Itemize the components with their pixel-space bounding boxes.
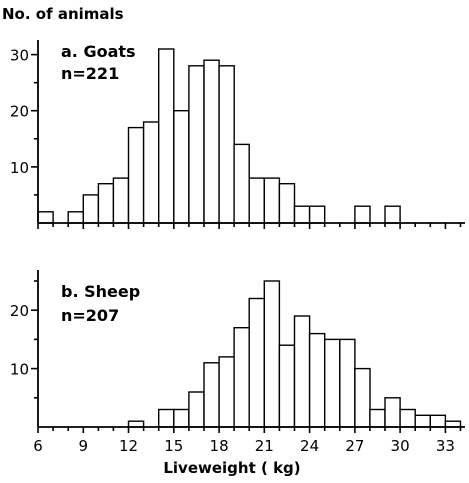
goats-y-ticks: 10 20 30 (10, 47, 38, 196)
goats-histogram-panel: a. Goats n=221 10 20 30 (10, 40, 465, 229)
goats-y-tick-label: 10 (10, 159, 29, 177)
sheep-bar (233, 327, 250, 428)
goats-bar (173, 109, 190, 224)
sheep-bar (414, 414, 432, 428)
sheep-x-tick-label: 6 (33, 437, 43, 455)
sheep-x-tick-label: 24 (300, 437, 319, 455)
goats-y-tick-label: 20 (10, 103, 29, 121)
goats-bar (308, 205, 326, 224)
sheep-x-tick-label: 27 (345, 437, 364, 455)
goats-bar (67, 211, 84, 224)
goats-bar (112, 177, 130, 224)
goats-bar (384, 205, 401, 224)
sheep-x-tick-label: 9 (79, 437, 89, 455)
goats-bar (37, 211, 54, 224)
sheep-panel-label: b. Sheep (61, 282, 140, 301)
goats-bar (142, 121, 160, 224)
goats-bar (248, 177, 265, 224)
sheep-sample-size-label: n=207 (61, 306, 119, 325)
sheep-x-tick-label: 12 (119, 437, 138, 455)
sheep-bar (399, 408, 416, 428)
goats-panel-label: a. Goats (61, 42, 136, 61)
sheep-x-tick-label: 15 (164, 437, 183, 455)
goats-bar (233, 143, 250, 224)
sheep-bar (324, 338, 341, 428)
sheep-x-tick-labels: 6 9 12 15 18 21 24 27 30 33 (33, 437, 455, 455)
goats-bar (127, 126, 145, 224)
sheep-bar (248, 297, 265, 428)
sheep-bar (354, 367, 371, 428)
goats-bar (263, 177, 281, 224)
goats-x-ticks (37, 223, 462, 229)
sheep-histogram-panel: b. Sheep n=207 10 20 6 9 12 15 18 21 24 27 30 33 (10, 270, 465, 455)
sheep-bar (293, 315, 311, 428)
sheep-x-tick-label: 18 (210, 437, 229, 455)
sheep-bar (218, 356, 235, 428)
goats-bar (278, 182, 296, 224)
sheep-bar (369, 408, 386, 428)
goats-y-tick-label: 30 (10, 47, 29, 65)
goats-bar (218, 65, 235, 224)
sheep-bars (127, 280, 462, 428)
goats-bar (293, 205, 311, 224)
sheep-bar (203, 362, 220, 428)
sheep-x-tick-label: 21 (255, 437, 274, 455)
sheep-bar (308, 332, 326, 428)
sheep-x-tick-label: 33 (436, 437, 455, 455)
sheep-y-tick-label: 10 (10, 361, 29, 379)
sheep-bar (384, 397, 401, 428)
goats-bars (37, 48, 401, 224)
sheep-y-ticks: 10 20 (10, 280, 38, 399)
sheep-bar (278, 344, 296, 428)
sheep-y-tick-label: 20 (10, 302, 29, 320)
sheep-bar (157, 408, 175, 428)
goats-bar (188, 65, 205, 224)
sheep-bar (429, 414, 447, 428)
sheep-bar (263, 280, 281, 428)
sheep-bar (188, 391, 205, 428)
y-axis-title: No. of animals (2, 5, 124, 23)
goats-bar (354, 205, 371, 224)
goats-bar (157, 48, 175, 224)
sheep-bar (173, 408, 190, 428)
sheep-x-tick-label: 30 (391, 437, 410, 455)
goats-bar (97, 182, 115, 224)
goats-bar (82, 194, 100, 224)
goats-bar (203, 59, 220, 224)
x-axis-title: Liveweight ( kg) (163, 459, 300, 477)
sheep-bar (339, 338, 356, 428)
goats-sample-size-label: n=221 (61, 64, 119, 83)
sheep-x-ticks (37, 427, 462, 433)
